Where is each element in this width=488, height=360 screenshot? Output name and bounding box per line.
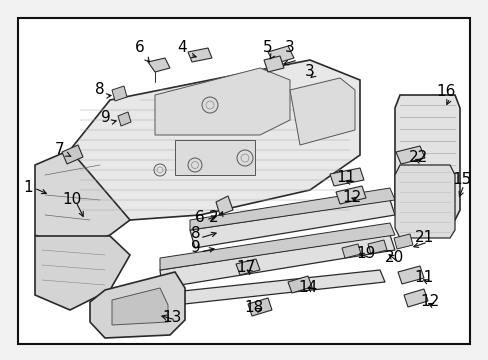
Polygon shape [236,259,260,275]
Polygon shape [216,196,232,215]
Polygon shape [62,145,83,164]
Polygon shape [394,165,454,238]
Polygon shape [90,272,184,338]
Text: 12: 12 [342,190,361,206]
Polygon shape [145,270,384,308]
Polygon shape [287,276,311,293]
Polygon shape [160,223,394,270]
Text: 11: 11 [413,270,433,285]
Text: 11: 11 [336,171,355,185]
Text: 15: 15 [451,172,470,188]
Text: 8: 8 [191,226,201,242]
Polygon shape [367,240,386,254]
Text: 6: 6 [135,40,144,55]
Text: 2: 2 [209,211,218,225]
Text: 10: 10 [62,193,81,207]
Text: 6: 6 [195,211,204,225]
Polygon shape [175,140,254,175]
Text: 19: 19 [356,247,375,261]
Polygon shape [190,200,394,248]
Text: 21: 21 [413,230,433,246]
Text: 8: 8 [95,82,104,98]
Polygon shape [70,60,359,220]
Text: 7: 7 [55,143,65,158]
Text: 9: 9 [191,240,201,256]
Polygon shape [395,146,424,164]
Polygon shape [247,298,271,316]
Text: 9: 9 [101,111,111,126]
Text: 14: 14 [298,280,317,296]
Polygon shape [187,48,212,62]
Polygon shape [335,186,365,204]
Polygon shape [393,234,412,249]
Polygon shape [329,168,363,186]
Text: 16: 16 [435,85,455,99]
Text: 22: 22 [407,150,427,166]
Polygon shape [403,289,427,307]
Text: 13: 13 [162,310,182,325]
Polygon shape [190,188,394,230]
Text: 20: 20 [384,251,403,266]
Polygon shape [112,288,168,325]
Text: 3: 3 [285,40,294,55]
Text: 4: 4 [177,40,186,55]
Polygon shape [267,46,293,64]
Text: 3: 3 [305,64,314,80]
Polygon shape [264,56,284,72]
Polygon shape [35,150,130,250]
Polygon shape [148,58,170,72]
Text: 1: 1 [23,180,33,195]
Polygon shape [160,235,394,288]
Text: 18: 18 [244,301,263,315]
Polygon shape [155,68,289,135]
Text: 5: 5 [263,40,272,55]
Text: 12: 12 [420,294,439,310]
Polygon shape [341,244,360,258]
Polygon shape [35,236,130,310]
Polygon shape [289,78,354,145]
Polygon shape [112,86,127,101]
Polygon shape [118,112,131,126]
Polygon shape [397,266,423,284]
Polygon shape [394,95,459,220]
Text: 17: 17 [236,261,255,275]
